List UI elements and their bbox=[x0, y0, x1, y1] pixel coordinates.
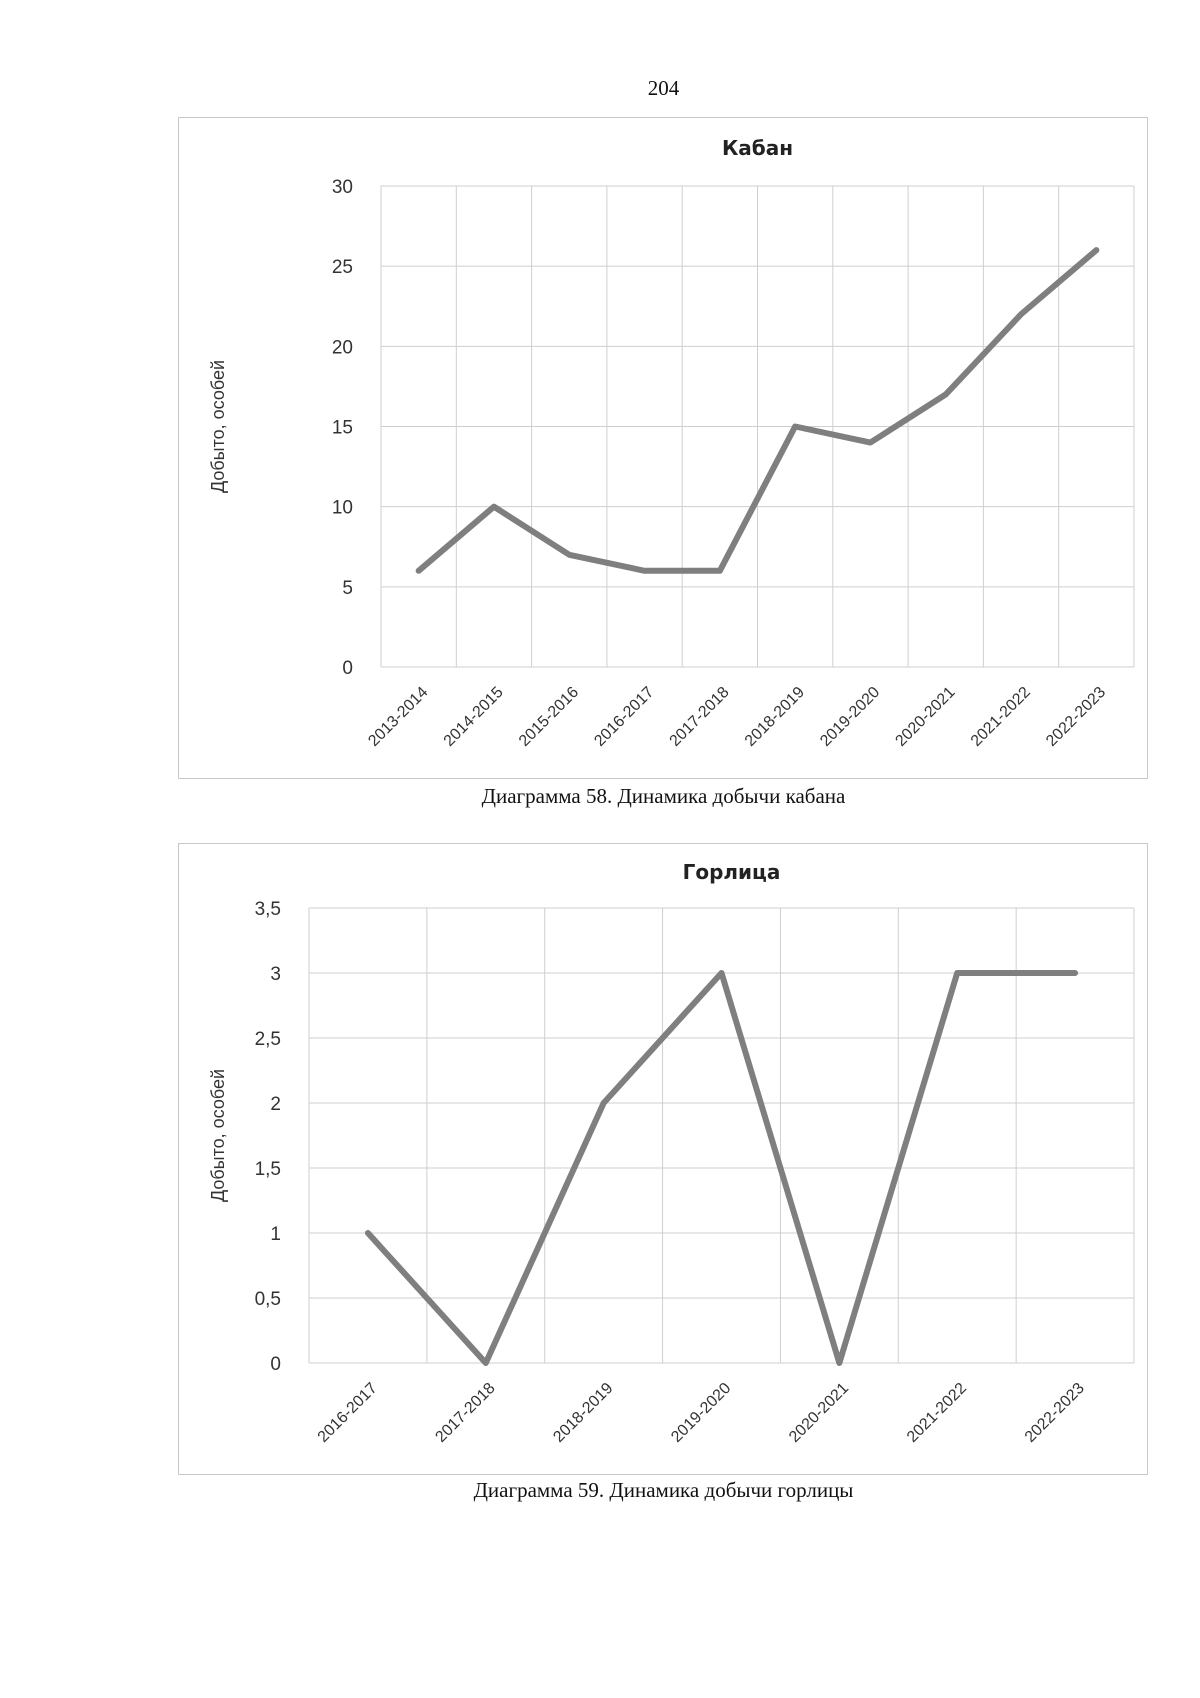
data-point bbox=[601, 1101, 606, 1105]
chart-boar: Кабан 0 5 10 15 20 25 30 2013-2014 2014-2015 2015-… bbox=[178, 117, 1148, 779]
y-tick-label: 5 bbox=[342, 578, 353, 599]
y-tick-label: 0 bbox=[342, 658, 353, 679]
data-point bbox=[642, 568, 647, 573]
chart-boar-caption: Диаграмма 58. Динамика добычи кабана bbox=[481, 784, 846, 808]
x-tick-label: 2016-2017 bbox=[591, 684, 657, 750]
x-tick-label: 2013-2014 bbox=[365, 684, 431, 750]
page-number: 204 bbox=[647, 76, 680, 100]
x-tick-label: 2021-2022 bbox=[968, 684, 1034, 750]
data-point bbox=[365, 1231, 370, 1235]
series-line bbox=[415, 247, 1100, 574]
y-axis-label: Добыто, особей bbox=[208, 1069, 228, 1202]
data-point bbox=[1019, 312, 1024, 317]
x-tick-label: 2020-2021 bbox=[786, 1380, 852, 1446]
data-point bbox=[793, 424, 798, 429]
data-point bbox=[719, 971, 724, 975]
y-tick-label: 1 bbox=[270, 1224, 281, 1245]
y-tick-label: 2,5 bbox=[255, 1029, 281, 1050]
data-point bbox=[1094, 248, 1099, 253]
y-tick-label: 3,5 bbox=[255, 899, 281, 920]
x-tick-label: 2017-2018 bbox=[667, 684, 733, 750]
chart-title: Горлица bbox=[683, 860, 781, 884]
data-point bbox=[943, 392, 948, 397]
x-tick-label: 2018-2019 bbox=[550, 1380, 616, 1446]
data-point bbox=[717, 568, 722, 573]
y-tick-label: 3 bbox=[270, 964, 281, 985]
x-tick-label: 2022-2023 bbox=[1022, 1380, 1088, 1446]
data-point bbox=[868, 440, 873, 445]
chart-dove: Горлица 0 0,5 1 1,5 2 2,5 3 3,5 2016-2017 2017-201… bbox=[178, 843, 1148, 1475]
y-tick-label: 20 bbox=[332, 337, 353, 358]
x-tick-label: 2020-2021 bbox=[892, 684, 958, 750]
y-tick-label: 1,5 bbox=[255, 1159, 281, 1180]
chart-title: Кабан bbox=[722, 136, 793, 160]
x-tick-label: 2022-2023 bbox=[1043, 684, 1109, 750]
y-tick-label: 0 bbox=[270, 1354, 281, 1375]
y-tick-label: 10 bbox=[332, 498, 353, 519]
y-axis-label: Добыто, особей bbox=[208, 360, 228, 493]
x-tick-label: 2015-2016 bbox=[516, 684, 582, 750]
x-tick-label: 2019-2020 bbox=[817, 684, 883, 750]
data-point bbox=[491, 504, 496, 509]
y-tick-label: 0,5 bbox=[255, 1289, 281, 1310]
y-tick-label: 15 bbox=[332, 418, 353, 439]
data-point bbox=[416, 568, 421, 573]
x-tick-label: 2021-2022 bbox=[904, 1380, 970, 1446]
y-tick-label: 25 bbox=[332, 257, 353, 278]
data-point bbox=[567, 552, 572, 557]
x-tick-label: 2014-2015 bbox=[441, 684, 507, 750]
chart-dove-caption: Диаграмма 59. Динамика добычи горлицы bbox=[473, 1478, 854, 1502]
x-tick-label: 2016-2017 bbox=[315, 1380, 381, 1446]
x-tick-label: 2017-2018 bbox=[432, 1380, 498, 1446]
data-point bbox=[1073, 971, 1078, 975]
data-point bbox=[483, 1361, 488, 1365]
x-tick-label: 2018-2019 bbox=[742, 684, 808, 750]
data-point bbox=[955, 971, 960, 975]
x-tick-label: 2019-2020 bbox=[668, 1380, 734, 1446]
data-point bbox=[837, 1361, 842, 1365]
y-tick-label: 2 bbox=[270, 1094, 281, 1115]
y-tick-label: 30 bbox=[332, 177, 353, 198]
